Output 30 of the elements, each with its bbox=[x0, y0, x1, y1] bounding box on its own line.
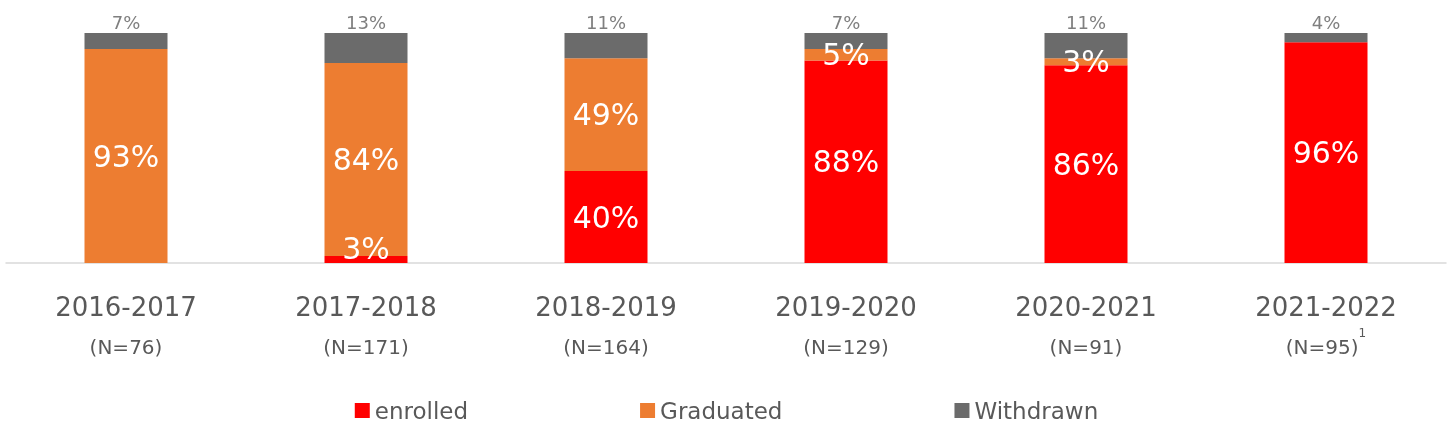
bar bbox=[1284, 42, 1368, 263]
data-label: 93% bbox=[92, 138, 160, 174]
data-label: 88% bbox=[812, 144, 880, 180]
x-tick-label: 2018-2019 (N=164) bbox=[535, 292, 677, 359]
data-label: 7% bbox=[831, 11, 861, 33]
x-tick-label: 2019-2020 (N=129) bbox=[775, 292, 917, 359]
bar bbox=[564, 171, 648, 263]
bar bbox=[84, 49, 168, 263]
data-label: 11% bbox=[1065, 11, 1107, 33]
bar bbox=[1284, 33, 1368, 43]
bar bbox=[84, 33, 168, 50]
x-tick-label: 2017-2018 (N=171) bbox=[295, 292, 437, 359]
x-tick-label: 2016-2017 (N=76) bbox=[55, 292, 197, 359]
data-label: 11% bbox=[585, 11, 627, 33]
x-tick-label: 2020-2021 (N=91) bbox=[1015, 292, 1157, 359]
data-label: 49% bbox=[572, 97, 640, 133]
legend-label: Withdrawn bbox=[974, 397, 1099, 424]
legend-label: enrolled bbox=[374, 397, 469, 424]
data-label: 96% bbox=[1292, 135, 1360, 171]
data-label: 84% bbox=[332, 142, 400, 177]
data-label: 86% bbox=[1052, 146, 1120, 182]
data-label: 7% bbox=[111, 11, 141, 33]
data-label: 13% bbox=[345, 11, 387, 33]
legend-label: Graduated bbox=[660, 397, 783, 424]
data-label: 4% bbox=[1311, 11, 1341, 33]
bar bbox=[564, 58, 648, 171]
bar bbox=[324, 62, 408, 257]
bar bbox=[564, 33, 648, 59]
data-label: 40% bbox=[572, 199, 640, 235]
bar bbox=[324, 33, 408, 63]
